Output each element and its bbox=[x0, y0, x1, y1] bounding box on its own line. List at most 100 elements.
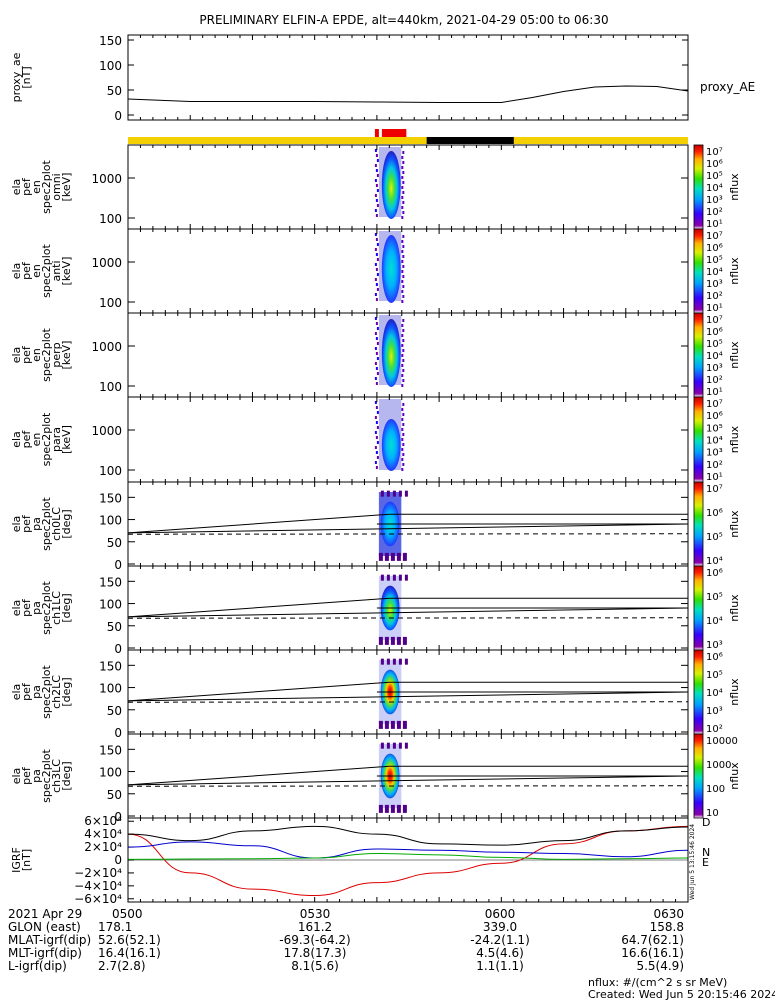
spectrogram-speck bbox=[401, 196, 404, 199]
spectrogram-speck bbox=[374, 209, 377, 212]
colorbar-tick-label: 10⁶ bbox=[706, 652, 723, 663]
y-axis-label: pef bbox=[20, 682, 33, 701]
y-axis-label: proxy_ae bbox=[10, 52, 23, 102]
y-axis-label: pa bbox=[30, 769, 43, 783]
spectrogram-speck bbox=[402, 191, 405, 194]
spectrogram-speck bbox=[376, 372, 379, 375]
spectrogram-speck bbox=[386, 490, 390, 497]
series-line-proxy_AE bbox=[127, 85, 689, 103]
loss-cone-line bbox=[127, 597, 390, 618]
colorbar bbox=[693, 228, 704, 314]
y-tick-label: −4×10⁴ bbox=[74, 879, 122, 893]
spectrogram-speck bbox=[404, 490, 408, 497]
colorbar bbox=[693, 565, 704, 651]
spectrogram-speck bbox=[402, 161, 405, 164]
y-tick-label: 2×10⁴ bbox=[84, 840, 122, 854]
spectrogram-speck bbox=[402, 275, 405, 278]
spectrogram-speck bbox=[374, 377, 377, 380]
spectrogram-speck bbox=[402, 171, 405, 174]
y-tick-label: 100 bbox=[99, 464, 122, 478]
colorbar-tick-label: 10⁷ bbox=[706, 147, 723, 158]
spectrogram-speck bbox=[390, 552, 395, 561]
y-axis-label: [nT] bbox=[20, 849, 33, 871]
orbit-value: 161.2 bbox=[298, 920, 332, 934]
y-axis-label: spec2plot bbox=[40, 581, 53, 635]
spectrogram-speck bbox=[376, 204, 379, 207]
y-tick-label: 100 bbox=[99, 59, 122, 73]
y-axis-label: spec2plot bbox=[40, 160, 53, 214]
spectrogram-speck bbox=[392, 658, 396, 665]
spectrogram-speck bbox=[375, 466, 378, 469]
colorbar-tick-label: 10⁶ bbox=[706, 508, 723, 519]
spectrogram-speck bbox=[376, 327, 379, 330]
orbit-value: 0600 bbox=[485, 907, 516, 921]
orbit-row-label: GLON (east) bbox=[8, 920, 81, 934]
spectrogram-speck bbox=[402, 359, 405, 362]
panel-frame bbox=[127, 817, 689, 903]
created-stamp: Created: Wed Jun 5 20:15:46 2024 bbox=[588, 988, 775, 1000]
colorbar bbox=[693, 649, 704, 735]
loss-cone-line bbox=[127, 775, 689, 786]
spectrogram-speck bbox=[398, 742, 402, 749]
spectrogram-speck bbox=[374, 446, 377, 449]
spectrogram-speck bbox=[375, 367, 378, 370]
y-axis-label: ch0LC bbox=[50, 507, 63, 541]
orbit-row-label: 2021 Apr 29 bbox=[8, 907, 82, 921]
spectrogram-speck bbox=[374, 416, 377, 419]
orbit-value: 16.6(16.1) bbox=[621, 946, 684, 960]
spectrogram-speck bbox=[375, 253, 378, 256]
spectrogram-speck bbox=[375, 451, 378, 454]
colorbar bbox=[693, 733, 704, 819]
spectrogram-speck bbox=[376, 357, 379, 360]
y-axis-label: pef bbox=[20, 598, 33, 617]
spectrogram-speck bbox=[401, 418, 404, 421]
panel-pa_ch3: elapefpaspec2plotch3LC[deg]1000010001001… bbox=[10, 733, 741, 824]
colorbar-label: nflux bbox=[728, 594, 741, 622]
orbit-value: 158.8 bbox=[650, 920, 684, 934]
y-axis-label: ela bbox=[10, 768, 23, 785]
spectrogram-speck bbox=[375, 322, 378, 325]
spectrogram-speck bbox=[386, 742, 390, 749]
colorbar-tick-label: 10⁷ bbox=[706, 399, 723, 410]
y-axis-label: ela bbox=[10, 516, 23, 533]
spectrogram-speck bbox=[384, 804, 389, 813]
spectrogram-speck bbox=[374, 233, 377, 236]
colorbar-tick-label: 10² bbox=[706, 375, 723, 386]
colorbar-tick-label: 10⁴ bbox=[706, 267, 723, 278]
spectrogram-speck bbox=[401, 428, 404, 431]
spectrogram-speck bbox=[396, 804, 401, 813]
spectrogram-speck bbox=[402, 423, 405, 426]
spectrogram-speck bbox=[386, 574, 390, 581]
panel-frame bbox=[127, 228, 689, 314]
spectrogram-speck bbox=[401, 156, 404, 159]
spectrogram-speck bbox=[374, 293, 377, 296]
spectrogram-speck bbox=[375, 154, 378, 157]
colorbar bbox=[693, 312, 704, 398]
spectrogram-speck bbox=[402, 433, 405, 436]
legend-E: E bbox=[702, 856, 709, 869]
colorbar-tick-label: 10⁴ bbox=[706, 183, 723, 194]
spectrogram-speck bbox=[401, 468, 404, 471]
panel-en_para: elapefenspec2plotpara[keV]10⁷10⁶10⁵10⁴10… bbox=[10, 396, 741, 483]
orbit-value: 5.5(4.9) bbox=[636, 959, 684, 973]
spectrogram-burst bbox=[381, 419, 401, 471]
y-tick-label: 100 bbox=[99, 296, 122, 310]
spectrogram-speck bbox=[378, 720, 383, 729]
orbit-row-label: L-igrf(dip) bbox=[8, 959, 67, 973]
spectrogram-speck bbox=[402, 255, 405, 258]
orbit-row-label: MLT-igrf(dip) bbox=[8, 946, 82, 960]
spectrogram-speck bbox=[390, 720, 395, 729]
spectrogram-burst bbox=[381, 151, 401, 219]
y-axis-label: [deg] bbox=[60, 509, 73, 538]
legend-N: N bbox=[702, 846, 710, 859]
y-tick-label: 100 bbox=[99, 598, 122, 612]
spectrogram-speck bbox=[402, 379, 405, 382]
spectrogram-speck bbox=[374, 332, 377, 335]
panel-en_perp: elapefenspec2plotperp[keV]10⁷10⁶10⁵10⁴10… bbox=[10, 312, 741, 398]
y-axis-label: pa bbox=[30, 517, 43, 531]
y-tick-label: 100 bbox=[99, 766, 122, 780]
spectrogram-speck bbox=[374, 149, 377, 152]
spectrogram-speck bbox=[374, 164, 377, 167]
orbit-value: 339.0 bbox=[483, 920, 517, 934]
